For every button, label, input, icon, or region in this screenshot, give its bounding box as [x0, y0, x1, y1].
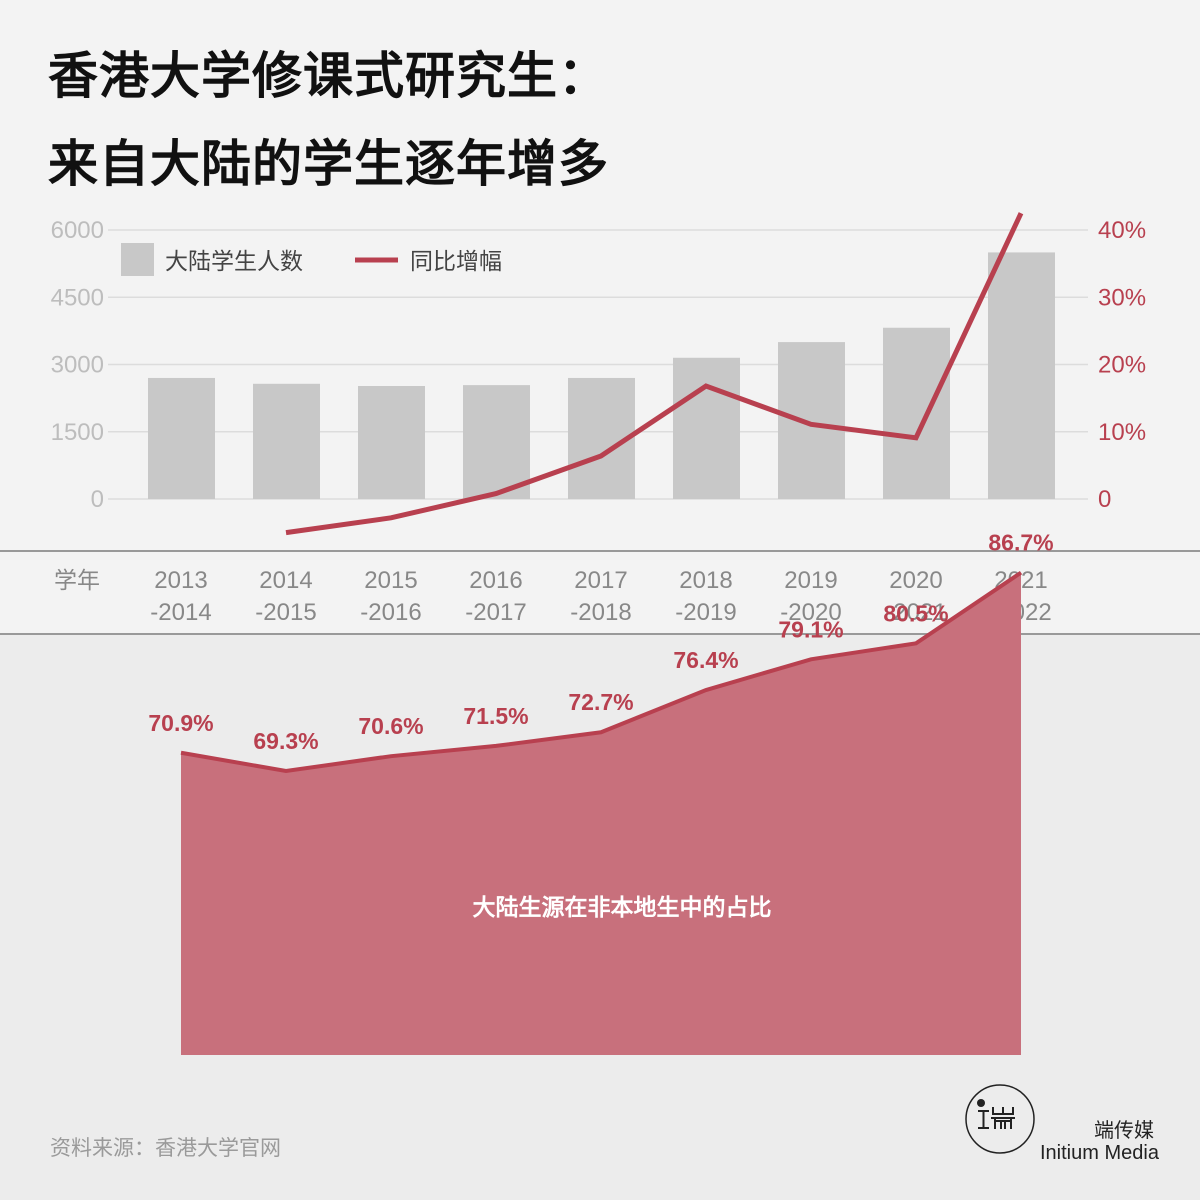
growth-line-series [285, 212, 1024, 536]
bar-series [148, 252, 1055, 499]
bar [988, 252, 1055, 499]
share-data-label: 86.7% [988, 530, 1053, 556]
bar [778, 342, 845, 499]
brand-name-en: Initium Media [1040, 1142, 1159, 1164]
share-data-label: 79.1% [778, 616, 843, 642]
share-data-label: 70.6% [358, 713, 423, 739]
category-label: 2020 -2021 [885, 567, 946, 626]
category-label: 2014 -2015 [255, 567, 316, 626]
initium-logo-icon [964, 1083, 1036, 1155]
page-title-line-1: 香港大学修课式研究生： [48, 47, 609, 105]
page-title-line-2: 来自大陆的学生逐年增多 [48, 135, 609, 193]
y-right-tick-label: 30% [1098, 284, 1146, 311]
y-left-tick-label: 4500 [51, 284, 104, 311]
y-left-tick-label: 1500 [51, 419, 104, 446]
y-left-tick-label: 0 [91, 486, 104, 513]
category-label: 2015 -2016 [360, 567, 421, 626]
share-line [180, 570, 1023, 774]
category-labels: 2013 -2014 2014 -2015 2015 -2016 2016 -2017 2017… [150, 567, 1051, 626]
y-left-tick-label: 6000 [51, 217, 104, 244]
brand-name-cn: 端传媒 [1094, 1118, 1154, 1142]
bar [883, 327, 950, 499]
legend-bar-label: 大陆学生人数 [165, 249, 303, 275]
category-label: 2018 -2019 [675, 567, 736, 626]
bar [463, 385, 530, 499]
growth-line [285, 212, 1024, 536]
x-axis-title: 学年 [54, 568, 100, 594]
share-area-series: 70.9% 69.3% 70.6% 71.5% 72.7% 76.4% 79.1% 80.5%… [148, 530, 1054, 1055]
share-data-label: 70.9% [148, 710, 213, 736]
source-note: 资料来源：香港大学官网 [50, 1136, 281, 1160]
bar [673, 357, 740, 499]
share-data-label: 80.5% [883, 600, 948, 626]
y-left-tick-label: 3000 [51, 352, 104, 379]
category-label: 2016 -2017 [465, 567, 526, 626]
y-right-tick-label: 40% [1098, 217, 1146, 244]
share-area [181, 572, 1021, 1055]
category-label: 2017 -2018 [570, 567, 631, 626]
legend: 大陆学生人数 同比增幅 [121, 243, 502, 276]
y-right-tick-label: 0 [1098, 486, 1111, 513]
category-label: 2013 -2014 [150, 567, 211, 626]
bar [358, 386, 425, 499]
legend-bar-swatch [121, 243, 154, 276]
axis-ticks: 0 0 1500 10% 3000 20% 4500 30% 6000 40% [51, 217, 1146, 513]
category-label: 2019 -2020 [780, 567, 841, 626]
bar [253, 383, 320, 499]
share-data-label: 76.4% [673, 647, 738, 673]
area-series-label: 大陆生源在非本地生中的占比 [473, 894, 772, 921]
y-right-tick-label: 10% [1098, 419, 1146, 446]
legend-line-label: 同比增幅 [410, 249, 502, 275]
share-data-label: 71.5% [463, 703, 528, 729]
y-right-tick-label: 20% [1098, 352, 1146, 379]
share-data-label: 72.7% [568, 689, 633, 715]
share-data-label: 69.3% [253, 728, 318, 754]
bar [148, 377, 215, 499]
